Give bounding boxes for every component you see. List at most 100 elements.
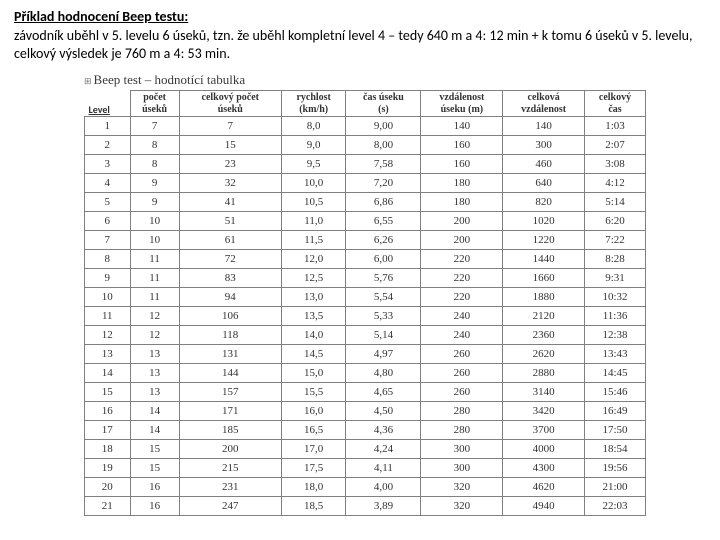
table-cell: 8: [130, 155, 179, 174]
table-cell: 4000: [503, 440, 585, 459]
table-cell: 51: [179, 212, 281, 231]
table-cell: 160: [421, 155, 503, 174]
table-container: ⊞Beep test – hodnotící tabulka Level poč…: [14, 72, 706, 516]
table-cell: 14,5: [281, 345, 346, 364]
table-cell: 16,5: [281, 421, 346, 440]
header-vzdalenost-useku: vzdálenostúseku (m): [421, 91, 503, 117]
table-cell: 3:08: [585, 155, 646, 174]
table-cell: 300: [421, 440, 503, 459]
table-cell: 820: [503, 193, 585, 212]
table-cell: 200: [421, 231, 503, 250]
table-cell: 11,5: [281, 231, 346, 250]
table-cell: 220: [421, 269, 503, 288]
table-cell: 240: [421, 326, 503, 345]
table-cell: 15: [130, 440, 179, 459]
table-cell: 4: [85, 174, 131, 193]
table-cell: 12: [85, 326, 131, 345]
table-row: 493210,07,201806404:12: [85, 174, 646, 193]
table-cell: 5:14: [585, 193, 646, 212]
table-cell: 320: [421, 497, 503, 516]
table-row: 161417116,04,50280342016:49: [85, 402, 646, 421]
table-row: 28159,08,001603002:07: [85, 136, 646, 155]
table-cell: 7: [179, 117, 281, 136]
table-cell: 11: [85, 307, 131, 326]
table-cell: 15: [85, 383, 131, 402]
table-cell: 4,24: [346, 440, 421, 459]
table-cell: 94: [179, 288, 281, 307]
table-cell: 240: [421, 307, 503, 326]
table-cell: 8,00: [346, 136, 421, 155]
table-cell: 9: [130, 174, 179, 193]
table-cell: 12: [130, 326, 179, 345]
table-cell: 18: [85, 440, 131, 459]
table-cell: 5,33: [346, 307, 421, 326]
table-cell: 9,00: [346, 117, 421, 136]
table-cell: 4,50: [346, 402, 421, 421]
table-cell: 12: [130, 307, 179, 326]
table-cell: 19: [85, 459, 131, 478]
table-cell: 640: [503, 174, 585, 193]
table-cell: 1440: [503, 250, 585, 269]
table-cell: 171: [179, 402, 281, 421]
table-row: 131313114,54,97260262013:43: [85, 345, 646, 364]
table-cell: 16:49: [585, 402, 646, 421]
table-cell: 4,97: [346, 345, 421, 364]
table-cell: 23: [179, 155, 281, 174]
table-cell: 3,89: [346, 497, 421, 516]
table-cell: 3700: [503, 421, 585, 440]
table-cell: 220: [421, 288, 503, 307]
table-cell: 16,0: [281, 402, 346, 421]
table-cell: 15,0: [281, 364, 346, 383]
table-cell: 215: [179, 459, 281, 478]
table-cell: 260: [421, 383, 503, 402]
table-cell: 4,00: [346, 478, 421, 497]
header-celkovy-pocet: celkový početúseků: [179, 91, 281, 117]
table-cell: 2620: [503, 345, 585, 364]
table-cell: 16: [130, 478, 179, 497]
table-cell: 17,5: [281, 459, 346, 478]
table-cell: 131: [179, 345, 281, 364]
table-row: 111210613,55,33240212011:36: [85, 307, 646, 326]
table-cell: 2120: [503, 307, 585, 326]
table-cell: 4,80: [346, 364, 421, 383]
table-cell: 15: [179, 136, 281, 155]
table-cell: 13: [130, 364, 179, 383]
table-cell: 460: [503, 155, 585, 174]
table-cell: 11:36: [585, 307, 646, 326]
header-rychlost: rychlost(km/h): [281, 91, 346, 117]
table-cell: 1660: [503, 269, 585, 288]
table-cell: 300: [421, 459, 503, 478]
header-cas-useku: čas úseku(s): [346, 91, 421, 117]
table-cell: 10,5: [281, 193, 346, 212]
table-cell: 12,0: [281, 250, 346, 269]
table-cell: 180: [421, 193, 503, 212]
table-cell: 6,86: [346, 193, 421, 212]
table-cell: 11: [130, 250, 179, 269]
table-row: 141314415,04,80260288014:45: [85, 364, 646, 383]
table-cell: 7,58: [346, 155, 421, 174]
table-cell: 2:07: [585, 136, 646, 155]
table-cell: 18,5: [281, 497, 346, 516]
table-cell: 8: [85, 250, 131, 269]
table-cell: 280: [421, 402, 503, 421]
table-cell: 8:28: [585, 250, 646, 269]
table-cell: 13:43: [585, 345, 646, 364]
table-cell: 15,5: [281, 383, 346, 402]
table-cell: 16: [130, 497, 179, 516]
table-cell: 1: [85, 117, 131, 136]
table-cell: 19:56: [585, 459, 646, 478]
table-row: 121211814,05,14240236012:38: [85, 326, 646, 345]
table-cell: 12:38: [585, 326, 646, 345]
header-celkova-vzdalenost: celkovávzdálenost: [503, 91, 585, 117]
table-cell: 4940: [503, 497, 585, 516]
table-cell: 14: [85, 364, 131, 383]
table-cell: 15: [130, 459, 179, 478]
table-cell: 5,54: [346, 288, 421, 307]
table-cell: 220: [421, 250, 503, 269]
table-row: 171418516,54,36280370017:50: [85, 421, 646, 440]
table-row: 1778,09,001401401:03: [85, 117, 646, 136]
table-cell: 260: [421, 345, 503, 364]
table-cell: 247: [179, 497, 281, 516]
table-cell: 41: [179, 193, 281, 212]
table-cell: 14: [130, 421, 179, 440]
